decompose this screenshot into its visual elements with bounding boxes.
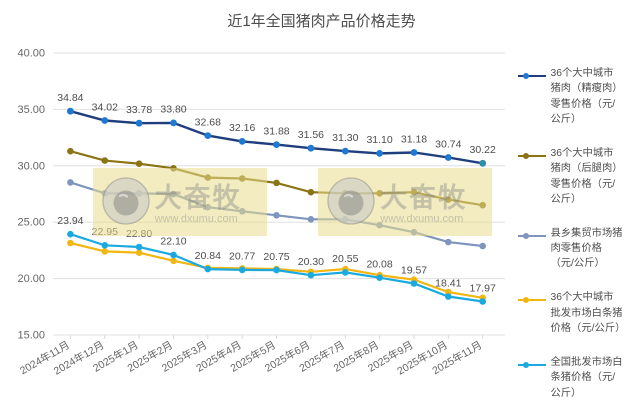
svg-text:近1年全国猪肉产品价格走势: 近1年全国猪肉产品价格走势 [227, 12, 415, 30]
svg-text:18.41: 18.41 [435, 277, 461, 289]
svg-text:20.75: 20.75 [263, 251, 289, 263]
svg-text:33.78: 33.78 [126, 104, 152, 116]
svg-text:34.84: 34.84 [57, 92, 83, 104]
svg-text:20.77: 20.77 [229, 251, 255, 263]
svg-text:23.94: 23.94 [57, 215, 83, 227]
svg-text:20.08: 20.08 [366, 259, 392, 271]
svg-text:32.16: 32.16 [229, 122, 255, 134]
svg-text:32.68: 32.68 [195, 116, 221, 128]
svg-text:34.02: 34.02 [92, 101, 118, 113]
svg-text:20.84: 20.84 [195, 250, 221, 262]
svg-text:20.55: 20.55 [332, 253, 358, 265]
svg-text:40.00: 40.00 [17, 48, 45, 60]
svg-text:31.88: 31.88 [263, 125, 289, 137]
svg-text:31.18: 31.18 [401, 133, 427, 145]
svg-text:31.10: 31.10 [366, 134, 392, 146]
svg-text:22.10: 22.10 [160, 236, 186, 248]
svg-text:30.22: 30.22 [470, 144, 496, 156]
svg-text:33.80: 33.80 [160, 104, 186, 116]
svg-text:30.74: 30.74 [435, 138, 461, 150]
svg-text:15.00: 15.00 [17, 330, 45, 342]
svg-text:20.00: 20.00 [17, 273, 45, 285]
svg-text:17.97: 17.97 [470, 282, 496, 294]
svg-text:35.00: 35.00 [17, 104, 45, 116]
svg-text:31.30: 31.30 [332, 132, 358, 144]
svg-text:20.30: 20.30 [298, 256, 324, 268]
svg-text:25.00: 25.00 [17, 217, 45, 229]
svg-text:19.57: 19.57 [401, 264, 427, 276]
svg-text:30.00: 30.00 [17, 160, 45, 172]
svg-text:31.56: 31.56 [298, 129, 324, 141]
